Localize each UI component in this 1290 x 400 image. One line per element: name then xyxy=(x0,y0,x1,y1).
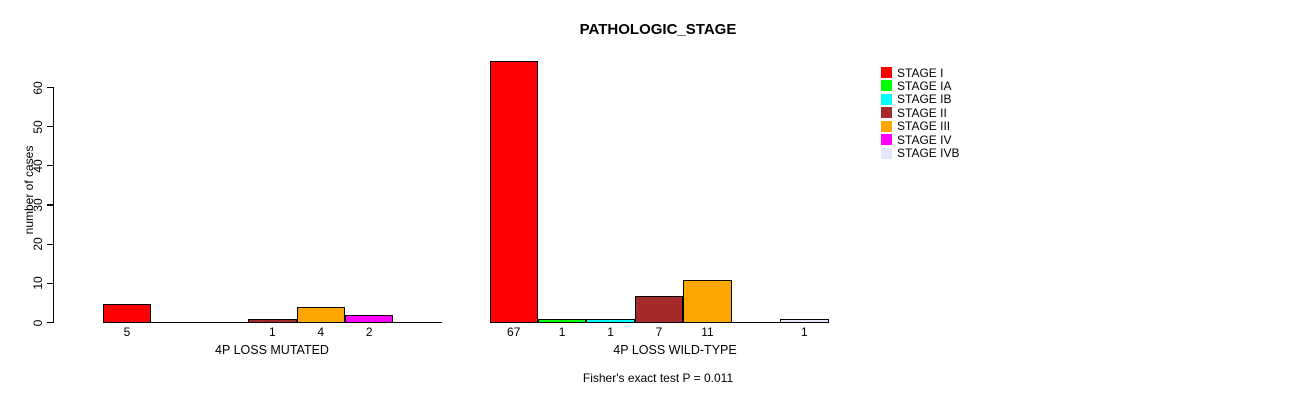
legend-label: STAGE II xyxy=(897,105,947,120)
bar-stage-ii xyxy=(248,319,297,324)
bar-value-label: 1 xyxy=(607,325,614,339)
y-axis-tick xyxy=(47,282,53,284)
legend-swatch-stage-ivb xyxy=(881,147,892,159)
bar-value-label: 5 xyxy=(123,325,131,339)
y-axis-tick-label-text: 20 xyxy=(31,237,45,251)
bar-value-label: 67 xyxy=(507,325,521,339)
y-axis-tick xyxy=(47,86,53,89)
legend-swatch-stage-i xyxy=(881,67,892,78)
bar-stage-i xyxy=(102,303,152,324)
legend-label: STAGE IB xyxy=(897,92,952,107)
bar-value-label: 4 xyxy=(317,325,325,339)
bar-stage-ib xyxy=(586,319,635,324)
y-axis-tick xyxy=(47,243,53,245)
legend-label: STAGE IV xyxy=(897,132,952,147)
y-axis-tick-label-text: 30 xyxy=(31,198,45,212)
legend-swatch-stage-iv xyxy=(881,134,892,146)
bar-value-label: 7 xyxy=(655,325,663,339)
bar-stage-iii xyxy=(683,280,732,324)
legend-label: STAGE I xyxy=(897,65,944,80)
y-axis-tick-label-text: 60 xyxy=(31,80,45,95)
bar-stage-iii xyxy=(296,307,345,324)
y-axis-line xyxy=(53,86,55,324)
bar-stage-ia xyxy=(537,319,587,324)
x-group-label-wild-type: 4P LOSS WILD-TYPE xyxy=(613,343,737,357)
legend-swatch-stage-ia xyxy=(881,80,892,92)
chart-title: PATHOLOGIC_STAGE xyxy=(579,21,737,38)
legend-swatch-stage-ii xyxy=(881,107,892,119)
legend-label: STAGE IVB xyxy=(897,146,960,161)
legend-swatch-stage-ib xyxy=(881,93,892,105)
fisher-test-annotation: Fisher's exact test P = 0.011 xyxy=(582,371,734,385)
y-axis-tick-label-text: 50 xyxy=(31,119,45,134)
bar-value-label: 2 xyxy=(365,325,373,339)
y-axis-tick xyxy=(47,204,53,206)
bar-stage-iv xyxy=(344,315,394,324)
y-axis-tick xyxy=(47,126,53,128)
legend-swatch-stage-iii xyxy=(881,120,892,132)
bar-value-label: 1 xyxy=(558,325,566,339)
bar-stage-ii xyxy=(634,295,684,324)
legend-label: STAGE III xyxy=(897,119,951,134)
x-group-label-mutated: 4P LOSS MUTATED xyxy=(215,343,329,357)
y-axis-tick-label-text: 40 xyxy=(31,159,45,173)
legend-label: STAGE IA xyxy=(897,78,952,93)
bar-stage-i xyxy=(489,60,538,324)
y-axis-tick-label-text: 10 xyxy=(31,276,45,291)
bar-value-label: 11 xyxy=(701,325,714,339)
bar-value-label: 1 xyxy=(800,325,808,339)
y-axis-tick xyxy=(47,165,53,167)
y-axis-tick xyxy=(47,321,53,324)
y-axis-tick-label-text: 0 xyxy=(31,319,45,326)
bar-value-label: 1 xyxy=(268,325,276,339)
bar-stage-ivb xyxy=(780,319,829,324)
